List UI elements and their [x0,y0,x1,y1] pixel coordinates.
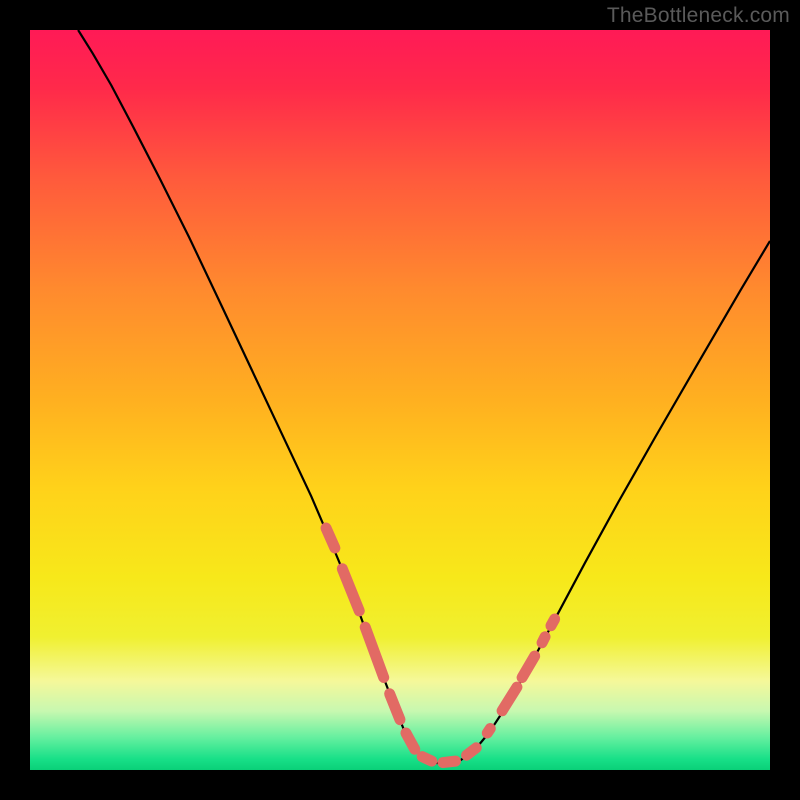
watermark-text: TheBottleneck.com [607,4,790,28]
bottleneck-chart [0,0,800,800]
highlight-dash [467,748,477,755]
highlight-dash [422,757,432,761]
highlight-dash [443,761,456,762]
highlight-dash [406,733,415,749]
highlight-dash [542,637,545,643]
highlight-dash [551,619,555,626]
highlight-dash [487,729,490,733]
